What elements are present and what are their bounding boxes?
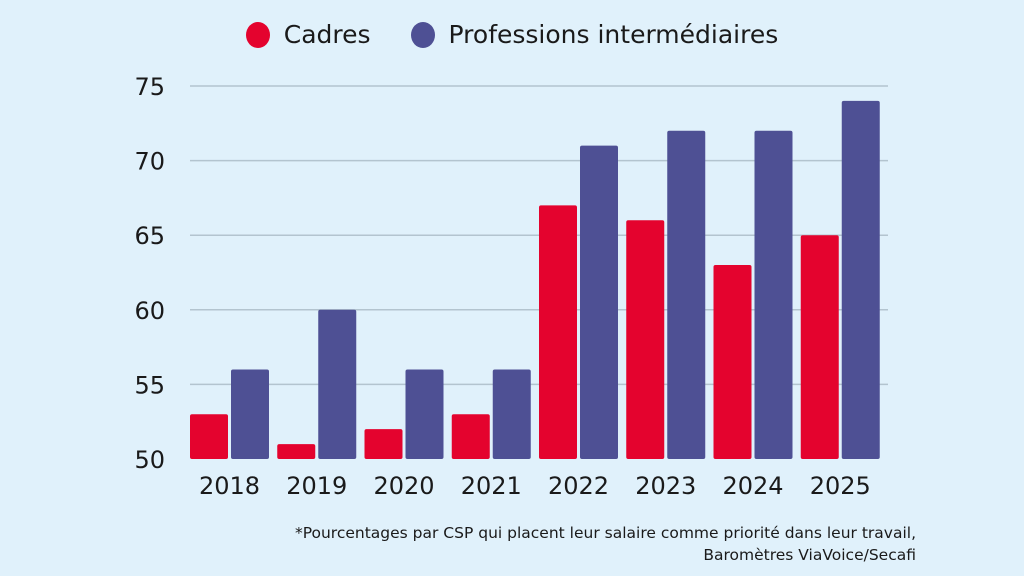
bar-cadres-2023 <box>626 220 665 459</box>
legend-swatch-cadres <box>245 21 270 48</box>
y-tick-label-70: 70 <box>134 148 165 176</box>
bar-professions-intermediaires-2023 <box>667 130 706 459</box>
y-tick-label-55: 55 <box>134 371 165 399</box>
bar-cadres-2021 <box>451 414 490 459</box>
bar-cadres-2022 <box>539 205 577 459</box>
legend-label-professions-intermediaires: Professions intermédiaires <box>448 20 779 49</box>
bars <box>190 100 880 460</box>
bar-cadres-2025 <box>800 235 839 459</box>
bar-professions-intermediaires-2018 <box>231 369 269 459</box>
bar-cadres-2018 <box>190 414 228 459</box>
footnote-line-1: *Pourcentages par CSP qui placent leur s… <box>294 524 916 542</box>
legend-label-cadres: Cadres <box>283 20 371 49</box>
y-tick-label-50: 50 <box>134 446 165 474</box>
legend-item-professions-intermediaires: Professions intermédiaires <box>410 20 779 49</box>
x-tick-label-2023: 2023 <box>635 472 696 500</box>
legend-swatch-professions-intermediaires <box>410 21 435 48</box>
bar-professions-intermediaires-2021 <box>492 369 531 459</box>
legend-item-cadres: Cadres <box>245 20 371 49</box>
bar-professions-intermediaires-2024 <box>754 130 793 459</box>
x-tick-label-2019: 2019 <box>286 472 347 500</box>
x-tick-label-2021: 2021 <box>461 472 522 500</box>
bar-cadres-2019 <box>277 444 316 459</box>
bar-professions-intermediaires-2022 <box>580 145 618 459</box>
bar-professions-intermediaires-2020 <box>405 369 444 459</box>
bar-cadres-2020 <box>364 429 403 459</box>
footnote: *Pourcentages par CSP qui placent leur s… <box>295 522 916 566</box>
y-axis: 50 55 60 65 70 75 <box>134 73 165 474</box>
y-tick-label-65: 65 <box>134 222 165 250</box>
x-tick-label-2018: 2018 <box>199 472 260 500</box>
bar-professions-intermediaires-2025 <box>841 100 880 460</box>
bar-professions-intermediaires-2019 <box>318 309 357 459</box>
y-tick-label-60: 60 <box>134 297 165 325</box>
chart-legend: Cadres Professions intermédiaires <box>0 20 1024 49</box>
x-tick-label-2025: 2025 <box>810 472 871 500</box>
x-tick-label-2020: 2020 <box>373 472 434 500</box>
y-tick-label-75: 75 <box>134 73 165 101</box>
x-tick-label-2022: 2022 <box>548 472 609 500</box>
footnote-line-2: Baromètres ViaVoice/Secafi <box>703 546 916 564</box>
bar-cadres-2024 <box>713 265 752 459</box>
x-tick-label-2024: 2024 <box>722 472 783 500</box>
x-axis: 2018 2019 2020 2021 2022 2023 2024 2025 <box>199 472 871 500</box>
